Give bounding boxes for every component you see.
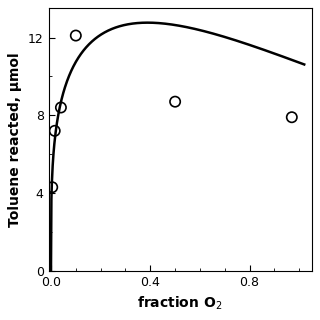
Point [50,185,55,190]
Point [172,99,178,104]
Point [58,105,63,110]
Y-axis label: Toluene reacted, μmol: Toluene reacted, μmol [8,52,22,227]
Point [73,33,78,38]
X-axis label: fraction O$_2$: fraction O$_2$ [138,294,223,312]
Point [52,128,57,133]
Point [289,115,294,120]
